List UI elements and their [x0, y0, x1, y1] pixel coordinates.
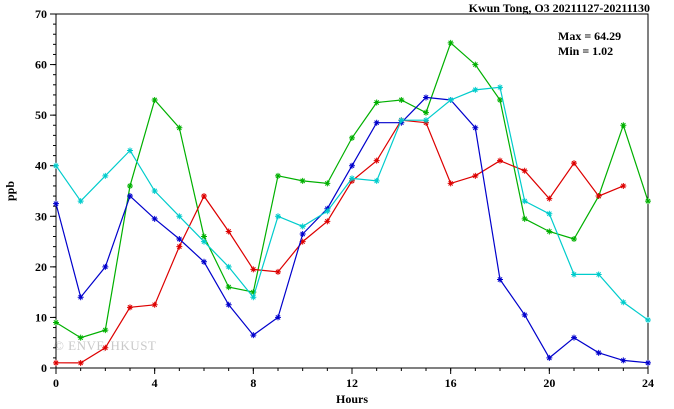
chart-title: Kwun Tong, O3 20211127-20211130: [468, 1, 650, 15]
series-green-line: [55, 41, 649, 339]
series-red-line: [55, 119, 624, 364]
series-red-markers: [53, 117, 627, 366]
x-tick-label: 12: [346, 376, 358, 390]
x-tick-label: 4: [152, 376, 158, 390]
y-tick-label: 60: [35, 58, 47, 72]
max-label: Max = 64.29: [558, 29, 622, 43]
plot-frame: [55, 13, 649, 369]
series-cyan-markers: [53, 84, 651, 323]
y-tick-label: 70: [35, 7, 47, 21]
series-green-markers: [53, 39, 651, 341]
y-tick-label: 30: [35, 209, 47, 223]
y-tick-label: 20: [35, 260, 47, 274]
x-tick-label: 20: [543, 376, 555, 390]
y-axis-label: ppb: [3, 181, 17, 201]
y-tick-label: 40: [35, 159, 47, 173]
x-tick-label: 16: [445, 376, 457, 390]
y-tick-label: 50: [35, 108, 47, 122]
x-tick-label: 8: [250, 376, 256, 390]
min-label: Min = 1.02: [558, 44, 614, 58]
x-tick-label: 0: [53, 376, 59, 390]
stats-annotation: Max = 64.29 Min = 1.02: [558, 29, 621, 59]
y-tick-label: 0: [41, 361, 47, 375]
series-cyan-line: [55, 86, 649, 321]
x-tick-label: 24: [642, 376, 654, 390]
x-axis-label: Hours: [336, 392, 368, 406]
y-tick-label: 10: [35, 310, 47, 324]
